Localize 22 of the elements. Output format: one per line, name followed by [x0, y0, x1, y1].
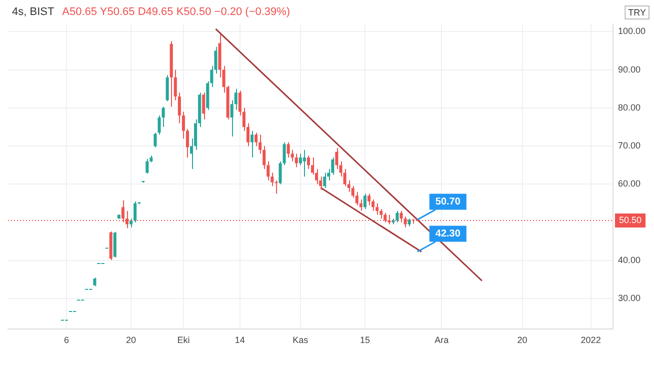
x-tick-label: Kas: [292, 335, 309, 346]
y-tick-label: 60.00: [618, 178, 641, 189]
annotation: 42.30: [435, 228, 461, 240]
y-axis-title: TRY: [628, 7, 646, 18]
y-tick-label: 100.00: [618, 26, 646, 36]
y-tick-label: 90.00: [618, 64, 641, 74]
x-tick-label: 2022: [580, 335, 601, 346]
chart-subtitle: A50.65 Y50.65 D49.65 K50.50 −0.20 (−0.39%): [62, 6, 290, 18]
x-tick-label: 6: [64, 335, 69, 346]
ref-line-label: 50.50: [619, 214, 642, 225]
chart-title: 4s, BIST: [12, 6, 54, 18]
x-tick-label: 20: [517, 335, 528, 346]
y-tick-label: 70.00: [618, 140, 641, 151]
y-tick-label: 40.00: [618, 255, 641, 266]
y-tick-label: 80.00: [618, 102, 641, 112]
x-tick-label: 15: [360, 335, 370, 346]
y-tick-label: 30.00: [618, 293, 641, 304]
x-tick-label: Ara: [434, 335, 449, 346]
x-tick-label: Eki: [177, 335, 190, 346]
x-tick-label: 20: [126, 335, 136, 346]
annotation: 50.70: [435, 196, 461, 208]
x-tick-label: 14: [234, 335, 245, 346]
